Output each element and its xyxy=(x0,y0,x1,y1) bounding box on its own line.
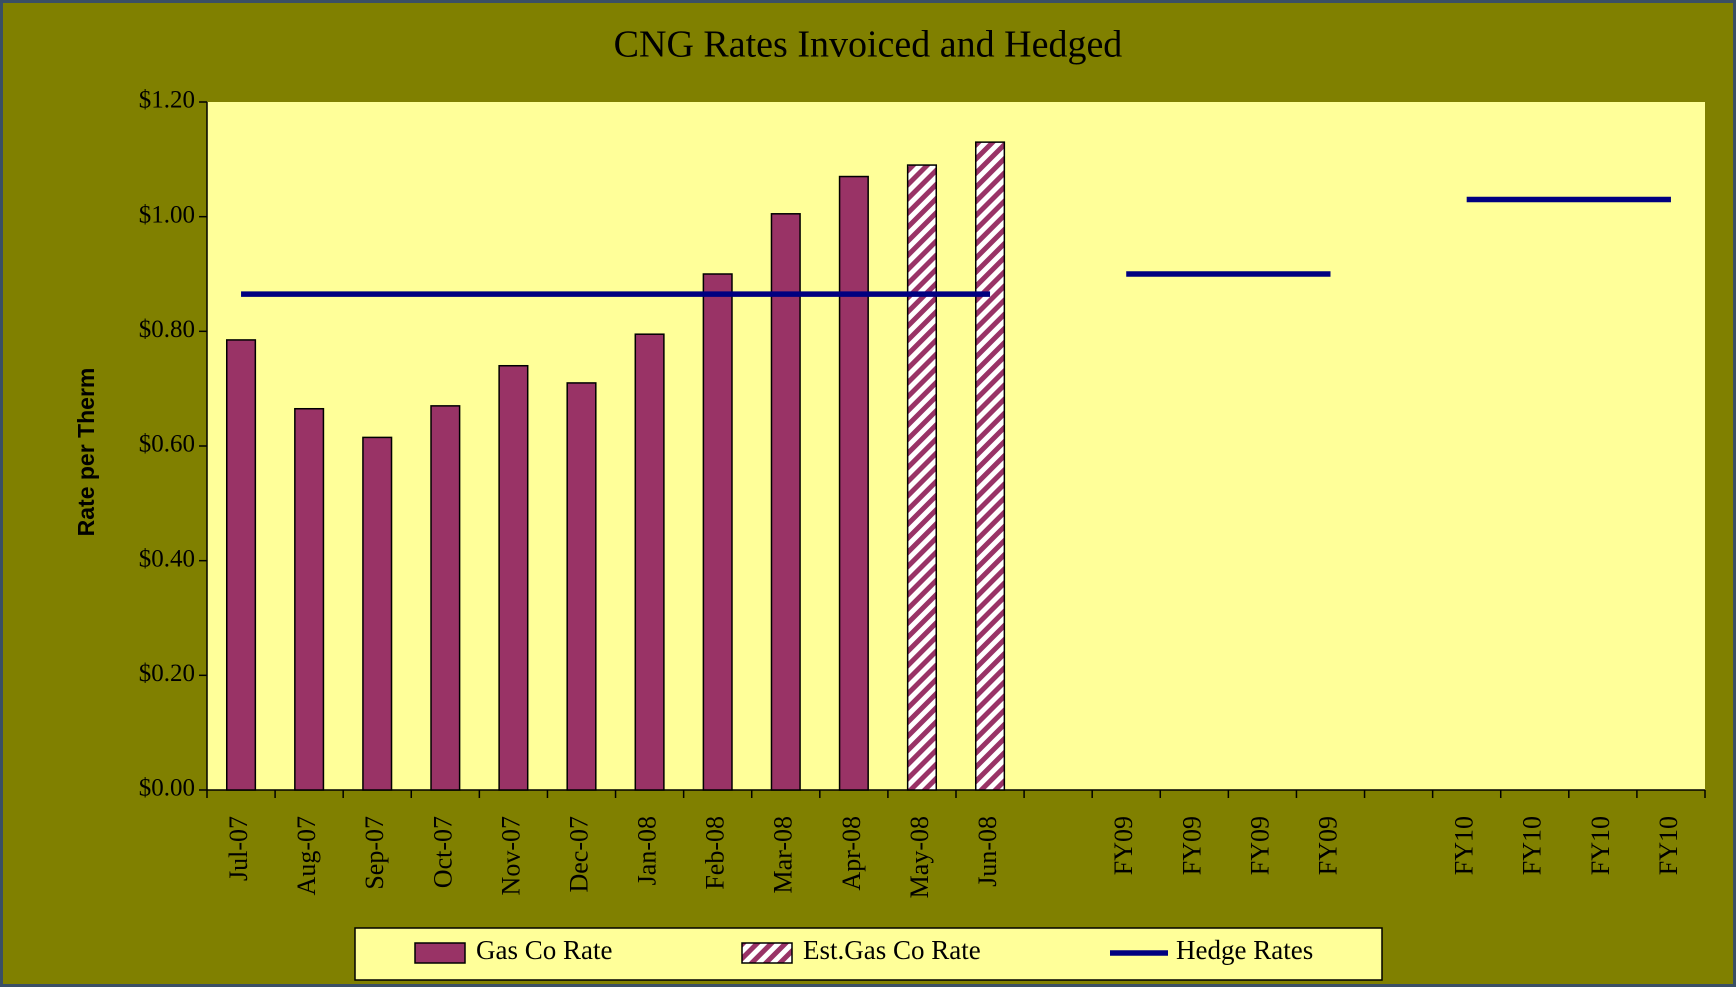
bar xyxy=(362,436,393,791)
x-tick-label: Sep-07 xyxy=(360,816,389,890)
legend-label: Est.Gas Co Rate xyxy=(803,935,981,965)
y-tick-label: $0.40 xyxy=(139,545,195,572)
x-tick-label: May-08 xyxy=(905,816,934,898)
x-tick-label: Jul-07 xyxy=(224,816,253,881)
chart-title: CNG Rates Invoiced and Hedged xyxy=(614,24,1123,66)
legend xyxy=(354,927,1383,981)
x-tick-label: Apr-08 xyxy=(837,816,866,891)
y-tick-label: $0.60 xyxy=(139,431,195,458)
x-tick-label: FY09 xyxy=(1109,816,1138,875)
bar xyxy=(294,407,325,791)
bar xyxy=(430,405,461,791)
x-tick-label: Oct-07 xyxy=(428,816,457,888)
x-tick-label: FY09 xyxy=(1313,816,1342,875)
bar xyxy=(770,213,801,791)
legend-swatch xyxy=(414,942,466,964)
y-tick-label: $0.20 xyxy=(139,660,195,687)
x-tick-label: FY10 xyxy=(1586,816,1615,875)
bar xyxy=(702,273,733,791)
bar xyxy=(225,339,257,791)
x-tick-label: FY09 xyxy=(1177,816,1206,875)
x-tick-label: Feb-08 xyxy=(701,816,730,890)
x-tick-label: FY10 xyxy=(1518,816,1547,875)
y-tick-label: $1.20 xyxy=(139,87,195,114)
bar xyxy=(566,382,597,791)
x-tick-label: Aug-07 xyxy=(292,816,321,895)
legend-swatch xyxy=(741,942,793,964)
x-tick-label: FY10 xyxy=(1450,816,1479,875)
x-tick-label: Nov-07 xyxy=(496,816,525,895)
y-tick-label: $0.00 xyxy=(139,775,195,802)
y-tick-label: $1.00 xyxy=(139,201,195,228)
x-tick-label: FY09 xyxy=(1245,816,1274,875)
bar xyxy=(634,333,665,791)
x-tick-label: Jun-08 xyxy=(973,816,1002,887)
bar xyxy=(974,141,1006,791)
x-tick-label: Jan-08 xyxy=(633,816,662,885)
x-tick-label: Mar-08 xyxy=(769,816,798,893)
x-tick-label: Dec-07 xyxy=(564,816,593,893)
legend-label: Hedge Rates xyxy=(1176,935,1313,965)
y-tick-label: $0.80 xyxy=(139,316,195,343)
bar xyxy=(498,364,529,791)
bar xyxy=(906,164,938,791)
bar xyxy=(838,175,869,791)
y-axis-label: Rate per Therm xyxy=(73,368,99,537)
x-tick-label: FY10 xyxy=(1654,816,1683,875)
legend-label: Gas Co Rate xyxy=(476,935,612,965)
line xyxy=(241,196,1671,297)
